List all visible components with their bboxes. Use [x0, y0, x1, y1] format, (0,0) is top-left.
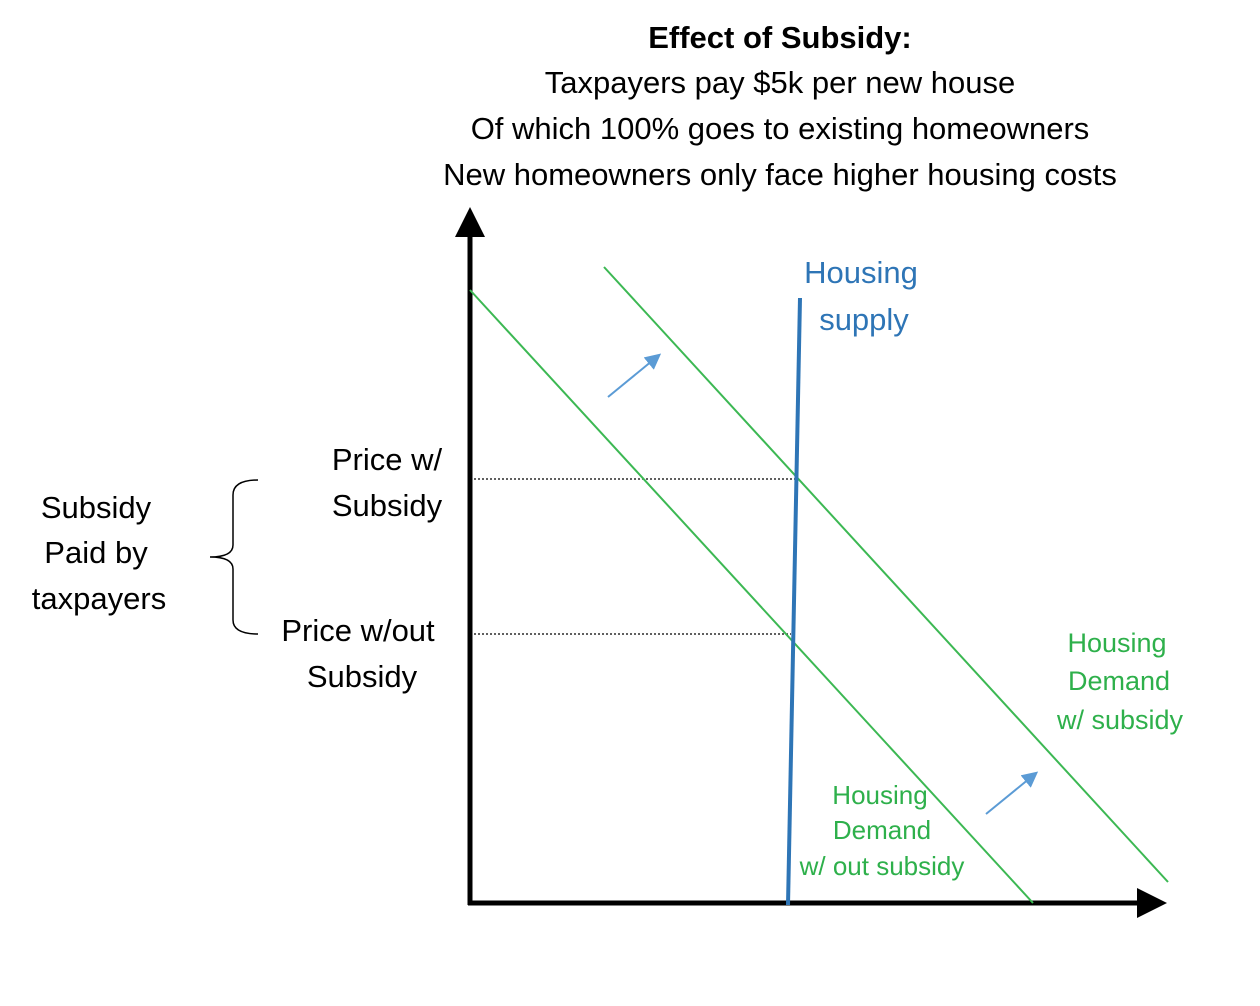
demand-with-subsidy: [603, 266, 1169, 883]
demand-with-label: Housing: [1067, 628, 1166, 658]
demand-with-label: Demand: [1068, 666, 1170, 696]
shift-arrow: [607, 353, 662, 398]
subtitle: Taxpayers pay $5k per new house: [545, 65, 1015, 100]
supply-label: supply: [819, 302, 909, 337]
demand-without-label: Housing: [832, 780, 927, 810]
demand-without-label: w/ out subsidy: [799, 851, 965, 881]
bracket-label: taxpayers: [32, 581, 166, 616]
bracket-label: Subsidy: [41, 490, 152, 525]
shift-arrow: [985, 771, 1039, 815]
supply-label: Housing: [804, 255, 918, 290]
price-with-label: Price w/: [332, 442, 443, 477]
bracket-label: Paid by: [44, 535, 148, 570]
supply-line: [786, 297, 802, 906]
price-without-label: Price w/out: [281, 613, 435, 648]
subtitle: New homeowners only face higher housing …: [443, 157, 1117, 192]
demand-without-label: Demand: [833, 815, 931, 845]
bracket: [209, 479, 259, 635]
subtitle: Of which 100% goes to existing homeowner…: [471, 111, 1090, 146]
demand-with-label: w/ subsidy: [1056, 705, 1184, 735]
demand-without-subsidy: [469, 289, 1034, 904]
price-without-label: Subsidy: [307, 659, 418, 694]
title: Effect of Subsidy:: [648, 20, 912, 55]
price-with-label: Subsidy: [332, 488, 443, 523]
